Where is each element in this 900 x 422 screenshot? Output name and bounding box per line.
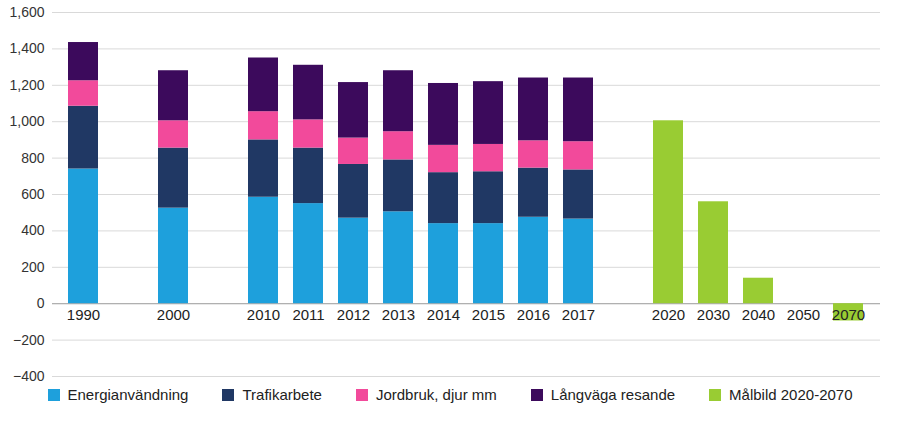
- html-text:Jordbruk, djur mm: Jordbruk, djur mm: [375, 386, 497, 403]
- svg-text:2013: 2013: [382, 306, 415, 323]
- svg-text:−200: −200: [13, 332, 45, 348]
- svg-text:800: 800: [21, 150, 45, 166]
- svg-text:1,600: 1,600: [9, 4, 44, 20]
- svg-text:2010: 2010: [247, 306, 280, 323]
- svg-text:1,400: 1,400: [9, 40, 44, 56]
- html-text:Målbild 2020-2070: Målbild 2020-2070: [729, 386, 853, 403]
- svg-text:2014: 2014: [427, 306, 460, 323]
- svg-text:1,000: 1,000: [9, 113, 44, 129]
- svg-text:2000: 2000: [157, 306, 190, 323]
- svg-text:2016: 2016: [517, 306, 550, 323]
- html-text:Långväga resande: Långväga resande: [550, 386, 676, 403]
- html-text:Trafikarbete: Trafikarbete: [242, 386, 322, 403]
- svg-text:2050: 2050: [787, 306, 820, 323]
- svg-text:2070: 2070: [832, 306, 865, 323]
- svg-text:2015: 2015: [472, 306, 505, 323]
- svg-text:1990: 1990: [67, 306, 100, 323]
- svg-text:2012: 2012: [337, 306, 370, 323]
- svg-text:2020: 2020: [652, 306, 685, 323]
- svg-text:400: 400: [21, 222, 45, 238]
- svg-text:2030: 2030: [697, 306, 730, 323]
- svg-text:2040: 2040: [742, 306, 775, 323]
- svg-text:1,200: 1,200: [9, 77, 44, 93]
- html-text:Energianvändning: Energianvändning: [67, 386, 189, 403]
- svg-text:200: 200: [21, 259, 45, 275]
- svg-text:600: 600: [21, 186, 45, 202]
- svg-text:2011: 2011: [292, 306, 324, 323]
- svg-text:−400: −400: [13, 368, 45, 384]
- svg-text:2017: 2017: [562, 306, 595, 323]
- svg-text:0: 0: [37, 295, 45, 311]
